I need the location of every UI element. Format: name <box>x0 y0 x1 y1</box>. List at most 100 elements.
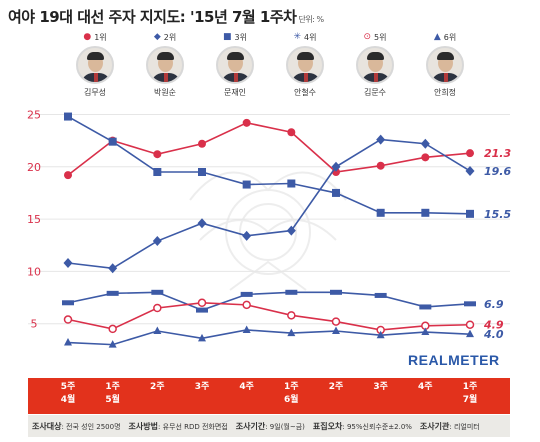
candidate-name: 박원순 <box>153 88 177 97</box>
data-point <box>287 328 296 337</box>
survey-info-item: 표집오차: 95%신뢰수준±2.0% <box>312 421 412 431</box>
legend-label: 4위 <box>304 33 317 42</box>
y-tick-label: 15 <box>27 213 41 226</box>
data-point <box>153 326 162 335</box>
candidate-card: 문재인 <box>200 46 270 98</box>
end-value-label: 19.6 <box>484 165 511 178</box>
data-point <box>106 290 119 296</box>
avatar <box>146 46 184 84</box>
data-point <box>376 208 385 217</box>
legend-label: 1위 <box>94 33 107 42</box>
diamond-icon: ◆ <box>153 32 161 42</box>
y-tick-label: 25 <box>27 108 41 121</box>
y-tick-label: 5 <box>31 318 38 331</box>
end-value-label: 6.9 <box>484 298 504 311</box>
data-point <box>330 289 342 295</box>
data-point <box>196 307 208 313</box>
avatar <box>76 46 114 84</box>
data-point <box>152 236 162 247</box>
series-line <box>67 138 471 270</box>
legend-label: 2위 <box>163 33 177 42</box>
y-tick-label: 10 <box>27 265 41 278</box>
data-point <box>108 324 117 334</box>
x-tick-label: 5주 4월 <box>60 382 76 405</box>
survey-info-label: 조사기관 <box>419 421 450 431</box>
data-point <box>242 230 252 241</box>
survey-info-item: 조사기간: 9일(월~금) <box>235 421 305 431</box>
data-point <box>287 128 296 137</box>
series-line <box>67 291 471 311</box>
data-point <box>64 338 72 346</box>
y-axis: 5 10 15 20 25 <box>27 108 41 330</box>
data-point <box>286 225 296 236</box>
data-point <box>198 139 206 148</box>
data-point <box>108 340 117 348</box>
end-value-label: 4.9 <box>483 319 504 332</box>
data-point <box>420 138 430 149</box>
data-point <box>197 218 207 229</box>
legend-item: ▲ 6위 <box>410 32 480 43</box>
data-point <box>153 168 162 176</box>
data-point <box>466 209 474 218</box>
data-point <box>63 315 73 324</box>
candidate-name: 문재인 <box>223 88 247 97</box>
data-point <box>287 179 296 188</box>
candidate-name: 김무성 <box>83 88 107 97</box>
x-tick-label: 2주 <box>328 382 344 392</box>
candidate-card: 안희정 <box>410 46 480 98</box>
avatar <box>356 46 394 84</box>
legend-label: 3위 <box>234 33 247 42</box>
data-point <box>466 149 474 158</box>
data-point <box>376 134 386 145</box>
candidate-card: 김문수 <box>340 46 410 98</box>
legend-item: ⊙ 5위 <box>340 32 410 43</box>
x-tick-label: 4주 <box>239 382 254 392</box>
data-point <box>62 300 74 306</box>
end-value-label: 21.3 <box>484 147 511 160</box>
data-point <box>153 150 162 159</box>
grid <box>28 113 510 325</box>
x-tick-label: 3주 <box>373 382 388 392</box>
x-tick-label: 2주 <box>150 382 165 392</box>
data-point <box>108 137 117 146</box>
data-point <box>421 327 430 336</box>
data-point <box>466 329 474 338</box>
data-point <box>63 258 73 269</box>
x-axis-bar: 5주 4월 1주 5월 2주 3주 4주 1주 6월 2주 3주 4주 1주 7월 <box>28 378 510 414</box>
series-line <box>67 115 471 215</box>
data-point <box>197 298 207 308</box>
brand-logo: REALMETER <box>408 352 500 368</box>
survey-info-value: 리얼미터 <box>453 422 480 431</box>
asterisk-icon: ✳ <box>293 32 302 42</box>
legend-item: ■ 3위 <box>200 32 270 43</box>
candidate-card: 안철수 <box>270 46 340 98</box>
survey-info: 조사대상: 전국 성인 2500명 조사방법: 유무선 RDD 전화면접 조사기간:… <box>28 415 510 437</box>
legend-item: ● 1위 <box>60 32 130 43</box>
legend-item: ✳ 4위 <box>270 32 340 43</box>
chart-title: 여야 19대 대선 주자 지지도: '15년 7월 1주차 <box>8 8 297 26</box>
data-point <box>64 112 72 121</box>
legend-label: 6위 <box>443 33 457 42</box>
data-point <box>153 303 162 313</box>
data-point <box>421 153 430 162</box>
avatar <box>216 46 254 84</box>
data-point <box>331 317 341 326</box>
end-value-label: 15.5 <box>484 208 511 221</box>
data-point <box>421 208 430 217</box>
candidate-name: 김문수 <box>363 88 387 97</box>
survey-info-value: 유무선 RDD 전화면접 <box>162 422 228 431</box>
data-point <box>198 333 206 342</box>
legend: ● 1위 ◆ 2위 ■ 3위 ✳ 4위 ⊙ 5위 ▲ 6위 <box>60 32 480 43</box>
data-point <box>332 188 340 197</box>
legend-item: ◆ 2위 <box>130 32 200 43</box>
avatar <box>286 46 324 84</box>
survey-info-value: 전국 성인 2500명 <box>66 422 121 431</box>
candidate-name: 안철수 <box>293 88 317 97</box>
triangle-icon: ▲ <box>433 32 441 42</box>
series-line <box>67 329 471 346</box>
survey-info-item: 조사대상: 전국 성인 2500명 <box>32 421 121 431</box>
data-point <box>242 325 251 333</box>
survey-info-label: 조사방법 <box>128 421 158 431</box>
avatar <box>426 46 464 84</box>
